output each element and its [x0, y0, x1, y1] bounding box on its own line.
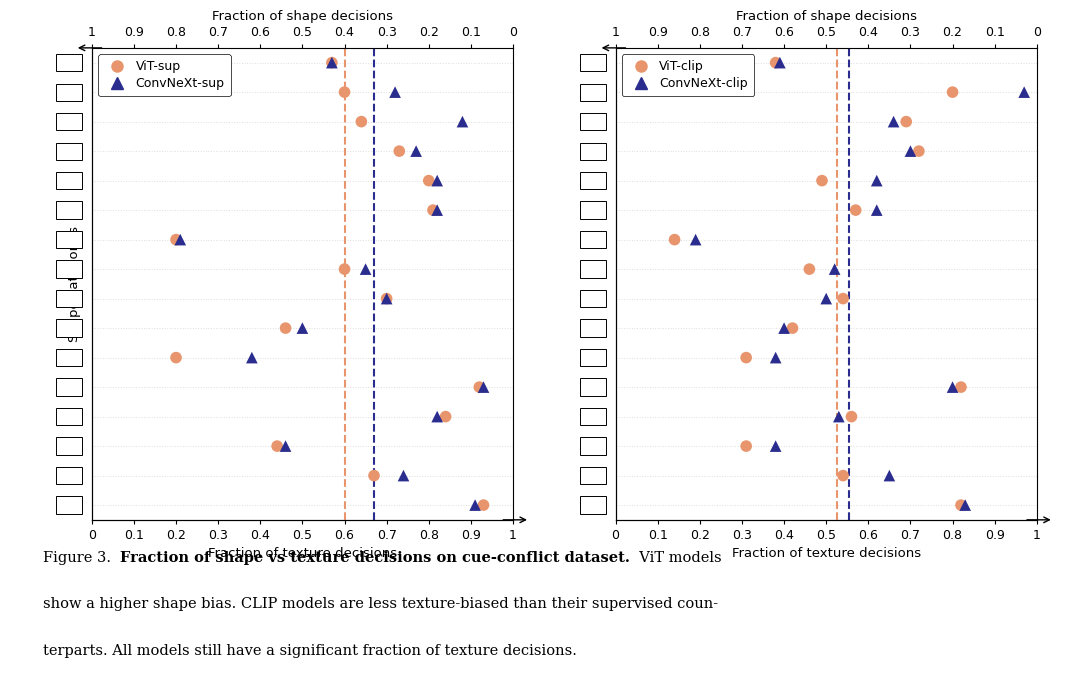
Point [395, 470, 413, 481]
Point [356, 263, 375, 274]
Point [475, 499, 492, 510]
Point [868, 205, 886, 215]
Point [424, 205, 442, 215]
Point [818, 293, 835, 304]
Text: Fraction of shape vs texture decisions on cue-conflict dataset.: Fraction of shape vs texture decisions o… [121, 551, 631, 564]
X-axis label: Fraction of shape decisions: Fraction of shape decisions [735, 10, 917, 23]
Point [365, 470, 382, 481]
Point [429, 411, 446, 422]
Point [831, 411, 848, 422]
Point [420, 175, 437, 186]
Point [437, 411, 455, 422]
Point [336, 87, 353, 98]
Point [944, 87, 961, 98]
Point [944, 382, 961, 393]
Point [813, 175, 831, 186]
Point [784, 323, 801, 334]
Point [953, 382, 970, 393]
Point [353, 116, 370, 127]
Point [767, 57, 784, 68]
Point [276, 440, 294, 451]
Point [835, 293, 852, 304]
Point [897, 116, 915, 127]
Point [885, 116, 902, 127]
Point [454, 116, 471, 127]
Point [467, 499, 484, 510]
Point [868, 175, 886, 186]
Point [475, 382, 492, 393]
Point [842, 411, 860, 422]
Point [323, 57, 340, 68]
Point [910, 146, 928, 157]
Point [881, 470, 899, 481]
Point [167, 352, 185, 363]
X-axis label: Fraction of texture decisions: Fraction of texture decisions [731, 547, 921, 560]
Point [738, 440, 755, 451]
Point [771, 57, 788, 68]
Point [276, 323, 294, 334]
Point [687, 234, 704, 245]
Point [378, 293, 395, 304]
Point [800, 263, 818, 274]
X-axis label: Fraction of texture decisions: Fraction of texture decisions [207, 547, 397, 560]
Point [957, 499, 974, 510]
Point [826, 263, 843, 274]
Point [167, 234, 185, 245]
Point [243, 352, 260, 363]
Legend: ViT-clip, ConvNeXt-clip: ViT-clip, ConvNeXt-clip [622, 54, 754, 96]
Point [953, 499, 970, 510]
Point [323, 57, 340, 68]
Text: terparts. All models still have a significant fraction of texture decisions.: terparts. All models still have a signif… [43, 644, 577, 657]
Legend: ViT-sup, ConvNeXt-sup: ViT-sup, ConvNeXt-sup [98, 54, 231, 96]
Point [1015, 87, 1032, 98]
Point [429, 205, 446, 215]
Point [738, 352, 755, 363]
Point [378, 293, 395, 304]
Text: Figure 3.: Figure 3. [43, 551, 121, 564]
Point [336, 263, 353, 274]
Point [269, 440, 286, 451]
Point [407, 146, 424, 157]
Point [775, 323, 793, 334]
Point [391, 146, 408, 157]
Point [835, 470, 852, 481]
Point [471, 382, 488, 393]
Text: ViT models: ViT models [631, 551, 721, 564]
Text: show a higher shape bias. CLIP models are less texture-biased than their supervi: show a higher shape bias. CLIP models ar… [43, 597, 718, 611]
Point [666, 234, 684, 245]
Point [172, 234, 189, 245]
Point [767, 352, 784, 363]
X-axis label: Fraction of shape decisions: Fraction of shape decisions [212, 10, 393, 23]
Y-axis label: Shape categories: Shape categories [68, 226, 81, 342]
Point [847, 205, 864, 215]
Point [902, 146, 919, 157]
Point [294, 323, 311, 334]
Point [767, 440, 784, 451]
Point [387, 87, 404, 98]
Point [429, 175, 446, 186]
